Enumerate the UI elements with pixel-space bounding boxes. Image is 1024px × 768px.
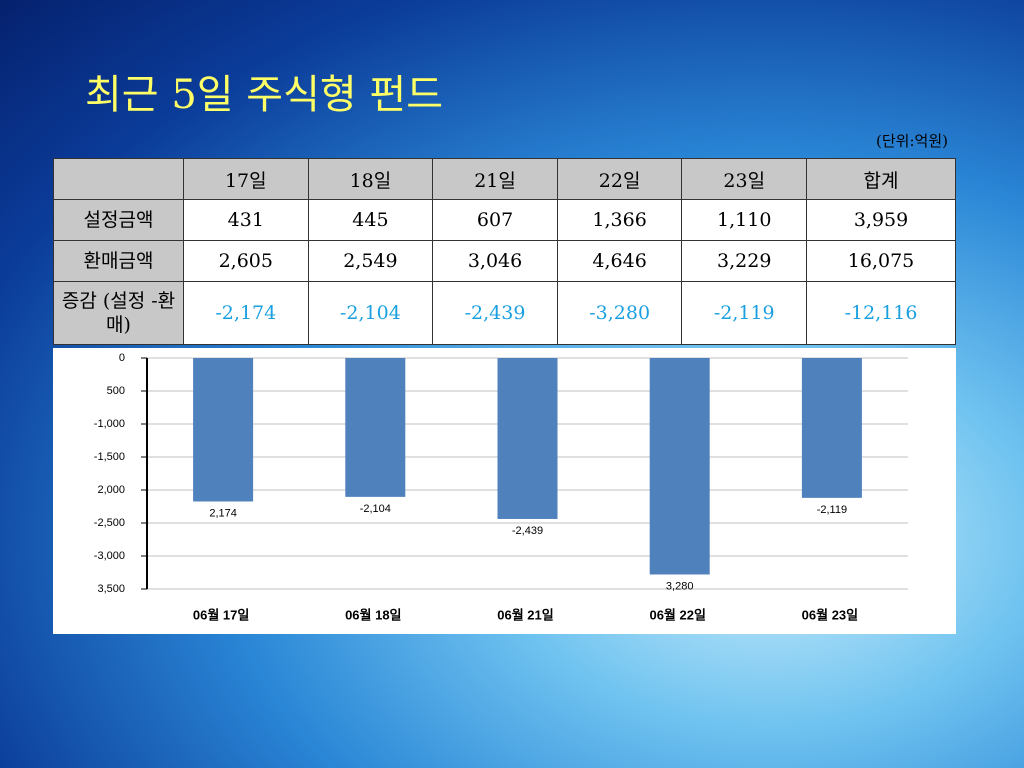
- table-cell: 607: [432, 199, 558, 241]
- bar: [193, 358, 254, 502]
- table-cell: 22일: [556, 158, 683, 200]
- table-cell: 합계: [806, 158, 956, 200]
- row-header: [53, 158, 184, 200]
- table-cell: -3,280: [556, 281, 683, 345]
- y-tick-label: -3,000: [94, 550, 125, 562]
- y-tick-label: -2,500: [94, 517, 125, 529]
- table-cell: -12,116: [806, 281, 956, 345]
- bar: [649, 358, 710, 575]
- table-cell: 21일: [432, 158, 558, 200]
- y-tick-label: -1,000: [94, 418, 125, 430]
- data-table: 17일 18일 21일 22일 23일 합계 설정금액 431 445 607 1,366 1,110…: [53, 158, 956, 345]
- table-row: 설정금액 431 445 607 1,366 1,110 3,959: [53, 199, 956, 241]
- y-tick-label: 3,500: [97, 583, 125, 595]
- y-tick-label: 2,000: [97, 484, 125, 496]
- value-label: -2,439: [512, 525, 543, 537]
- table-cell: 18일: [307, 158, 434, 200]
- x-tick-label: 06월 17일: [193, 607, 249, 622]
- table-cell: 2,605: [183, 240, 309, 282]
- bar: [497, 358, 558, 519]
- table-row: 17일 18일 21일 22일 23일 합계: [53, 158, 956, 200]
- table-cell: -2,104: [307, 281, 434, 345]
- x-tick-label: 06월 18일: [345, 607, 401, 622]
- table-cell: -2,439: [432, 281, 558, 345]
- table-cell: 431: [183, 199, 309, 241]
- slide-title: 최근 5일 주식형 펀드: [85, 72, 443, 118]
- chart: 0 500 -1,000 -1,500 2,000 -2,500 -3,000 3,500 06…: [53, 348, 956, 634]
- y-tick-label: 500: [107, 385, 125, 397]
- bar: [801, 358, 862, 498]
- table-cell: 2,549: [307, 240, 434, 282]
- bar: [345, 358, 406, 497]
- y-tick-label: 0: [119, 352, 125, 364]
- table-cell: -2,119: [681, 281, 808, 345]
- table-cell: -2,174: [183, 281, 309, 345]
- x-tick-label: 06월 23일: [802, 607, 858, 622]
- x-tick-label: 06월 22일: [649, 607, 705, 622]
- table-cell: 3,959: [806, 199, 956, 241]
- y-tick-label: -1,500: [94, 451, 125, 463]
- table-cell: 3,046: [432, 240, 558, 282]
- value-label: 2,174: [209, 507, 237, 519]
- x-tick-label: 06월 21일: [497, 607, 553, 622]
- row-header: 환매금액: [53, 240, 184, 282]
- table-cell: 445: [307, 199, 434, 241]
- table-cell: 23일: [681, 158, 808, 200]
- table-cell: 1,366: [556, 199, 683, 241]
- table-cell: 4,646: [556, 240, 683, 282]
- value-label: 3,280: [666, 580, 694, 592]
- value-label: -2,119: [817, 504, 847, 516]
- unit-note: (단위:억원): [876, 132, 948, 150]
- table-cell: 3,229: [681, 240, 808, 282]
- table-row: 환매금액 2,605 2,549 3,046 4,646 3,229 16,075: [53, 240, 956, 282]
- table-row: 증감 (설정 -환매) -2,174 -2,104 -2,439 -3,280 -2,11…: [53, 281, 956, 345]
- value-label: -2,104: [360, 503, 391, 515]
- table-cell: 1,110: [681, 199, 808, 241]
- row-header: 증감 (설정 -환매): [53, 281, 184, 345]
- table-cell: 17일: [183, 158, 309, 200]
- table-cell: 16,075: [806, 240, 956, 282]
- row-header: 설정금액: [53, 199, 184, 241]
